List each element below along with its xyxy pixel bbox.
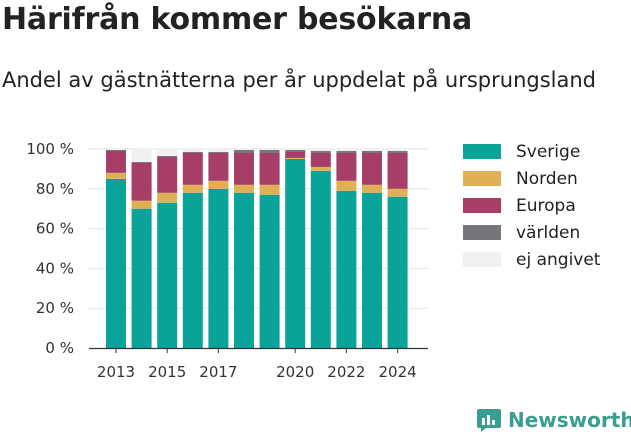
bar-segment bbox=[208, 188, 229, 348]
x-tick-label: 2015 bbox=[148, 363, 186, 381]
bar-segment bbox=[234, 184, 254, 193]
bar-segment bbox=[362, 192, 382, 348]
newsworthy-icon bbox=[477, 409, 501, 432]
bar-segment bbox=[208, 180, 229, 189]
legend-swatch bbox=[463, 225, 501, 240]
bar-segment bbox=[310, 152, 331, 167]
legend-label: Sverige bbox=[516, 141, 581, 162]
bar-segment bbox=[336, 190, 357, 348]
bar-segment bbox=[310, 166, 331, 171]
bar-segment bbox=[285, 158, 306, 348]
bar-segment bbox=[387, 188, 408, 197]
bar-segment bbox=[131, 208, 152, 348]
bar-segment bbox=[106, 149, 126, 150]
bar-segment bbox=[208, 149, 229, 152]
bar-segment bbox=[106, 149, 126, 151]
y-tick-label: 100 % bbox=[26, 140, 74, 158]
bar-segment bbox=[310, 149, 331, 151]
bar-segment bbox=[285, 151, 306, 158]
x-tick-label: 2022 bbox=[327, 363, 365, 381]
legend-item: Europa bbox=[463, 192, 600, 219]
bar-segment bbox=[259, 152, 280, 185]
bar-segment bbox=[208, 151, 229, 153]
bar-segment bbox=[259, 184, 280, 195]
bar-segment bbox=[157, 192, 178, 203]
bar-segment bbox=[362, 184, 382, 193]
bar-segment bbox=[157, 149, 178, 156]
legend: Sverige Norden Europa världen ej angivet bbox=[463, 138, 600, 273]
bar-segment bbox=[106, 172, 126, 179]
bar-segment bbox=[234, 149, 254, 150]
bar-segment bbox=[208, 152, 229, 181]
bar-segment bbox=[362, 152, 382, 185]
bar-segment bbox=[157, 155, 178, 157]
bar-segment bbox=[259, 149, 280, 153]
legend-label: ej angivet bbox=[516, 249, 601, 270]
bar-segment bbox=[131, 149, 152, 162]
legend-item: världen bbox=[463, 219, 600, 246]
legend-swatch bbox=[463, 144, 501, 159]
bar-segment bbox=[131, 162, 152, 201]
bar-segment bbox=[310, 150, 331, 153]
chart-subtitle: Andel av gästnätterna per år uppdelat på… bbox=[2, 68, 596, 92]
bar-segment bbox=[336, 150, 357, 153]
bar-segment bbox=[387, 150, 408, 153]
bar-segment bbox=[336, 180, 357, 191]
newsworthy-logo: Newsworthy bbox=[476, 407, 631, 433]
bar-segment bbox=[234, 152, 254, 185]
bar-segment bbox=[336, 149, 357, 151]
bar-segment bbox=[182, 152, 203, 185]
x-tick-label: 2020 bbox=[276, 363, 314, 381]
bar-segment bbox=[182, 149, 203, 152]
bar-segment bbox=[182, 184, 203, 193]
bar-segment bbox=[259, 149, 280, 150]
y-tick-label: 20 % bbox=[36, 299, 74, 317]
y-tick-label: 0 % bbox=[45, 339, 74, 357]
bar-segment bbox=[285, 157, 306, 159]
bar-segment bbox=[106, 178, 126, 348]
bar-segment bbox=[131, 200, 152, 209]
bar-segment bbox=[362, 150, 382, 153]
bar-segment bbox=[131, 161, 152, 163]
bar-segment bbox=[182, 151, 203, 153]
bars bbox=[106, 149, 408, 348]
y-tick-label: 40 % bbox=[36, 259, 74, 277]
bar-segment bbox=[387, 149, 408, 151]
legend-item: Sverige bbox=[463, 138, 600, 165]
bar-segment bbox=[157, 156, 178, 193]
bar-segment bbox=[336, 152, 357, 181]
bar-segment bbox=[387, 196, 408, 348]
legend-item: Norden bbox=[463, 165, 600, 192]
x-tick-label: 2024 bbox=[379, 363, 417, 381]
axes: 0 % 20 % 40 % 60 % 80 % 100 % 2013 2015 2017 2020… bbox=[26, 140, 428, 381]
bar-segment bbox=[285, 149, 306, 150]
x-tick-label: 2013 bbox=[97, 363, 135, 381]
bar-segment bbox=[362, 149, 382, 151]
legend-swatch bbox=[463, 198, 501, 213]
bar-segment bbox=[106, 150, 126, 173]
brand-name: Newsworthy bbox=[508, 408, 631, 432]
bar-segment bbox=[259, 194, 280, 348]
legend-label: världen bbox=[516, 222, 581, 243]
chart-title: Härifrån kommer besökarna bbox=[2, 2, 473, 37]
bar-segment bbox=[310, 170, 331, 348]
legend-label: Europa bbox=[516, 195, 576, 216]
legend-swatch bbox=[463, 252, 501, 267]
bar-segment bbox=[387, 152, 408, 189]
legend-label: Norden bbox=[516, 168, 578, 189]
bar-segment bbox=[285, 149, 306, 152]
legend-item: ej angivet bbox=[463, 246, 600, 273]
legend-swatch bbox=[463, 171, 501, 186]
x-tick-label: 2017 bbox=[199, 363, 237, 381]
y-tick-label: 60 % bbox=[36, 220, 74, 238]
bar-segment bbox=[182, 192, 203, 348]
bar-segment bbox=[234, 149, 254, 153]
bar-segment bbox=[234, 192, 254, 348]
bar-segment bbox=[157, 202, 178, 348]
y-tick-label: 80 % bbox=[36, 180, 74, 198]
